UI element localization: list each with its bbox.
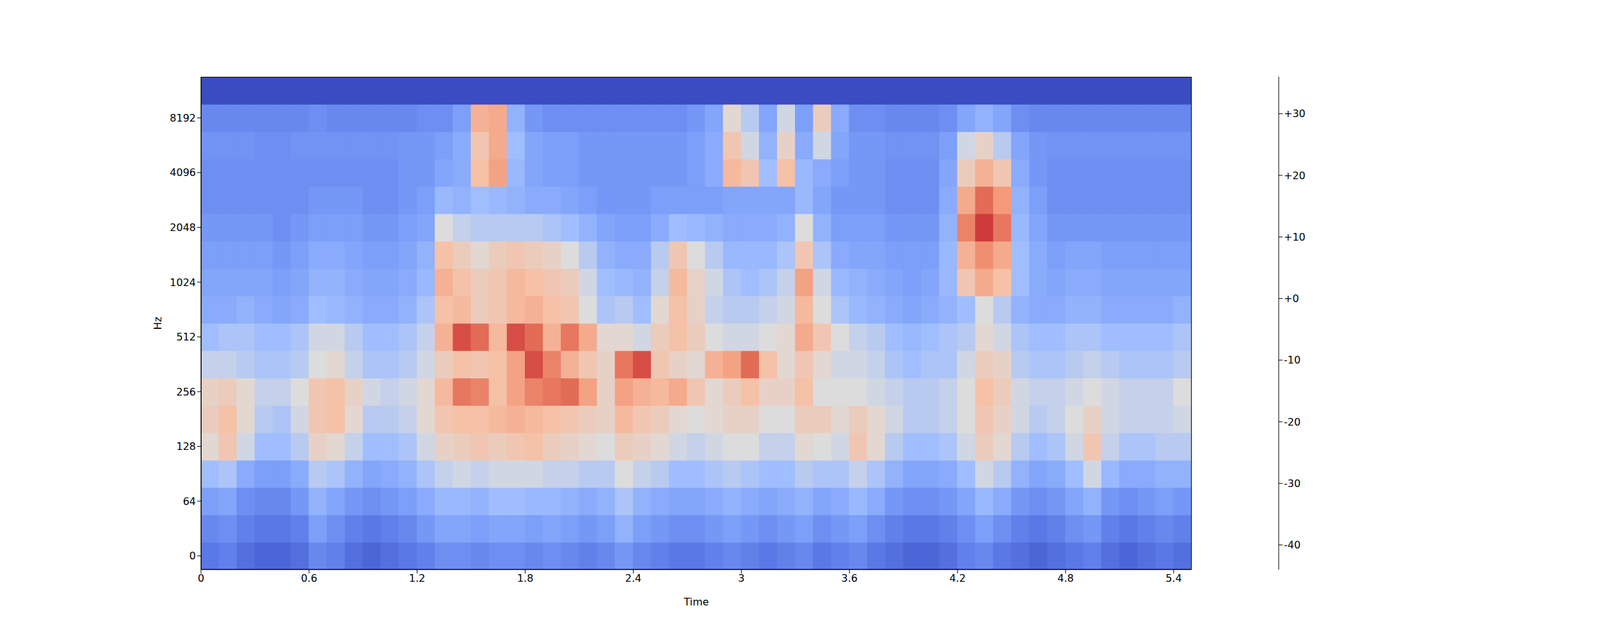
svg-text:-30: -30 [1283,477,1301,490]
svg-text:3.6: 3.6 [841,572,858,585]
svg-text:0.6: 0.6 [300,572,317,585]
svg-text:256: 256 [176,385,196,399]
svg-text:-20: -20 [1283,416,1301,429]
svg-text:2.4: 2.4 [625,572,642,585]
svg-text:+20: +20 [1283,169,1306,182]
svg-text:0: 0 [189,549,196,562]
svg-text:512: 512 [176,330,196,344]
svg-text:+0: +0 [1283,292,1300,305]
svg-text:Hz: Hz [151,316,164,330]
svg-text:Time: Time [682,595,709,608]
svg-text:-10: -10 [1283,353,1301,367]
svg-text:1024: 1024 [169,276,196,289]
svg-text:4.8: 4.8 [1057,572,1074,585]
svg-text:3: 3 [737,572,745,585]
svg-text:0: 0 [197,572,205,585]
svg-text:4096: 4096 [169,166,196,179]
svg-text:1.2: 1.2 [408,572,425,585]
svg-text:8192: 8192 [169,112,196,125]
svg-text:+10: +10 [1283,231,1306,244]
svg-text:2048: 2048 [169,221,196,234]
svg-text:5.4: 5.4 [1165,572,1182,585]
svg-text:4.2: 4.2 [949,572,966,585]
svg-text:128: 128 [176,440,196,453]
svg-text:64: 64 [183,495,196,508]
svg-text:1.8: 1.8 [517,572,534,585]
svg-text:-40: -40 [1283,538,1301,552]
svg-text:+30: +30 [1283,107,1306,120]
